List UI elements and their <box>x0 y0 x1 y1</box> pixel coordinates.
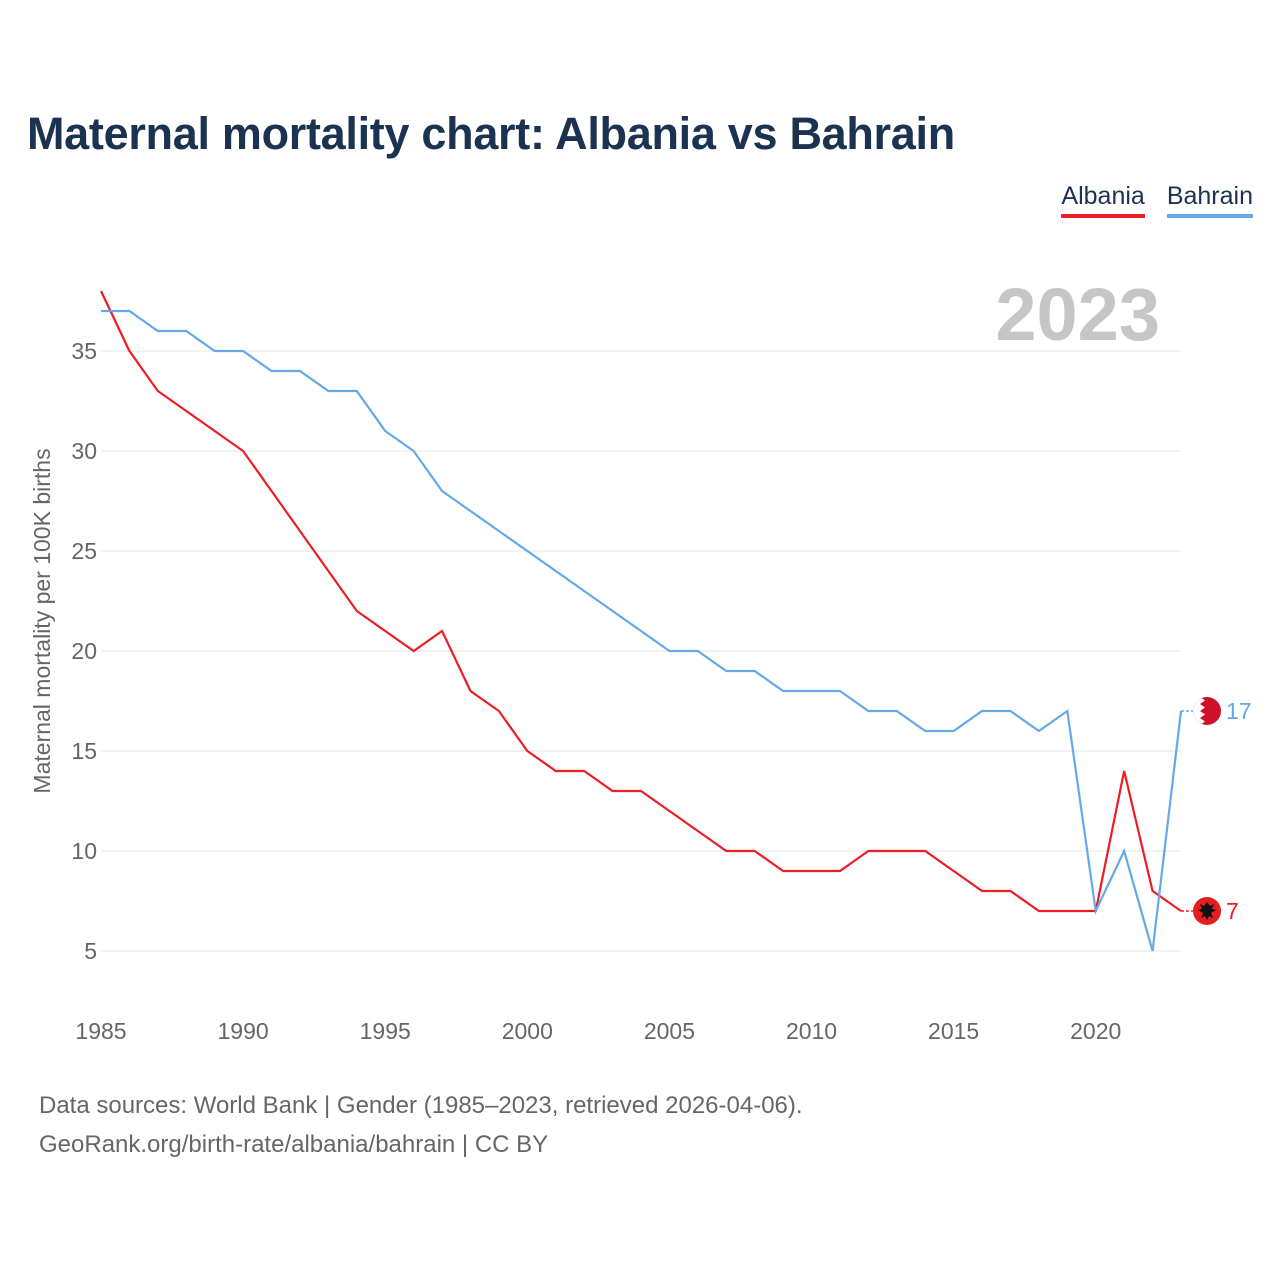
legend-item-bahrain[interactable]: Bahrain <box>1166 182 1253 218</box>
y-tick-label: 20 <box>71 638 97 664</box>
chart-title: Maternal mortality chart: Albania vs Bah… <box>27 108 955 159</box>
x-tick-label: 2015 <box>928 1018 979 1044</box>
y-tick-label: 15 <box>71 738 97 764</box>
source-line-1: Data sources: World Bank | Gender (1985–… <box>39 1092 803 1119</box>
legend: Albania Bahrain <box>1061 182 1253 218</box>
x-tick-label: 1995 <box>360 1018 411 1044</box>
line-chart: 5 10 15 20 25 30 35 1985 1990 1995 2000 2005 2010 20… <box>29 273 1252 1044</box>
end-value-bahrain: 17 <box>1226 698 1252 724</box>
x-tick-label: 2020 <box>1070 1018 1121 1044</box>
y-tick-label: 25 <box>71 538 97 564</box>
year-watermark: 2023 <box>995 273 1160 356</box>
x-tick-label: 1985 <box>75 1018 126 1044</box>
series-layer <box>100 290 1193 952</box>
y-axis-label: Maternal mortality per 100K births <box>29 448 55 793</box>
albania-flag-icon <box>1193 897 1221 925</box>
bahrain-flag-icon <box>1193 697 1221 725</box>
x-tick-label: 2005 <box>644 1018 695 1044</box>
y-tick-label: 30 <box>71 438 97 464</box>
y-axis-ticks: 5 10 15 20 25 30 35 <box>71 338 97 964</box>
x-axis-ticks: 1985 1990 1995 2000 2005 2010 2015 2020 <box>75 1018 1121 1044</box>
x-tick-label: 1990 <box>218 1018 269 1044</box>
source-note: Data sources: World Bank | Gender (1985–… <box>39 1086 803 1164</box>
x-tick-label: 2000 <box>502 1018 553 1044</box>
y-tick-label: 10 <box>71 838 97 864</box>
series-line-albania <box>100 290 1182 913</box>
gridlines <box>101 350 1181 952</box>
x-tick-label: 2010 <box>786 1018 837 1044</box>
source-line-2: GeoRank.org/birth-rate/albania/bahrain |… <box>39 1131 549 1158</box>
series-line-bahrain <box>101 309 1183 952</box>
legend-item-albania[interactable]: Albania <box>1061 182 1145 218</box>
y-tick-label: 5 <box>84 938 97 964</box>
y-tick-label: 35 <box>71 338 97 364</box>
end-value-albania: 7 <box>1226 898 1239 924</box>
